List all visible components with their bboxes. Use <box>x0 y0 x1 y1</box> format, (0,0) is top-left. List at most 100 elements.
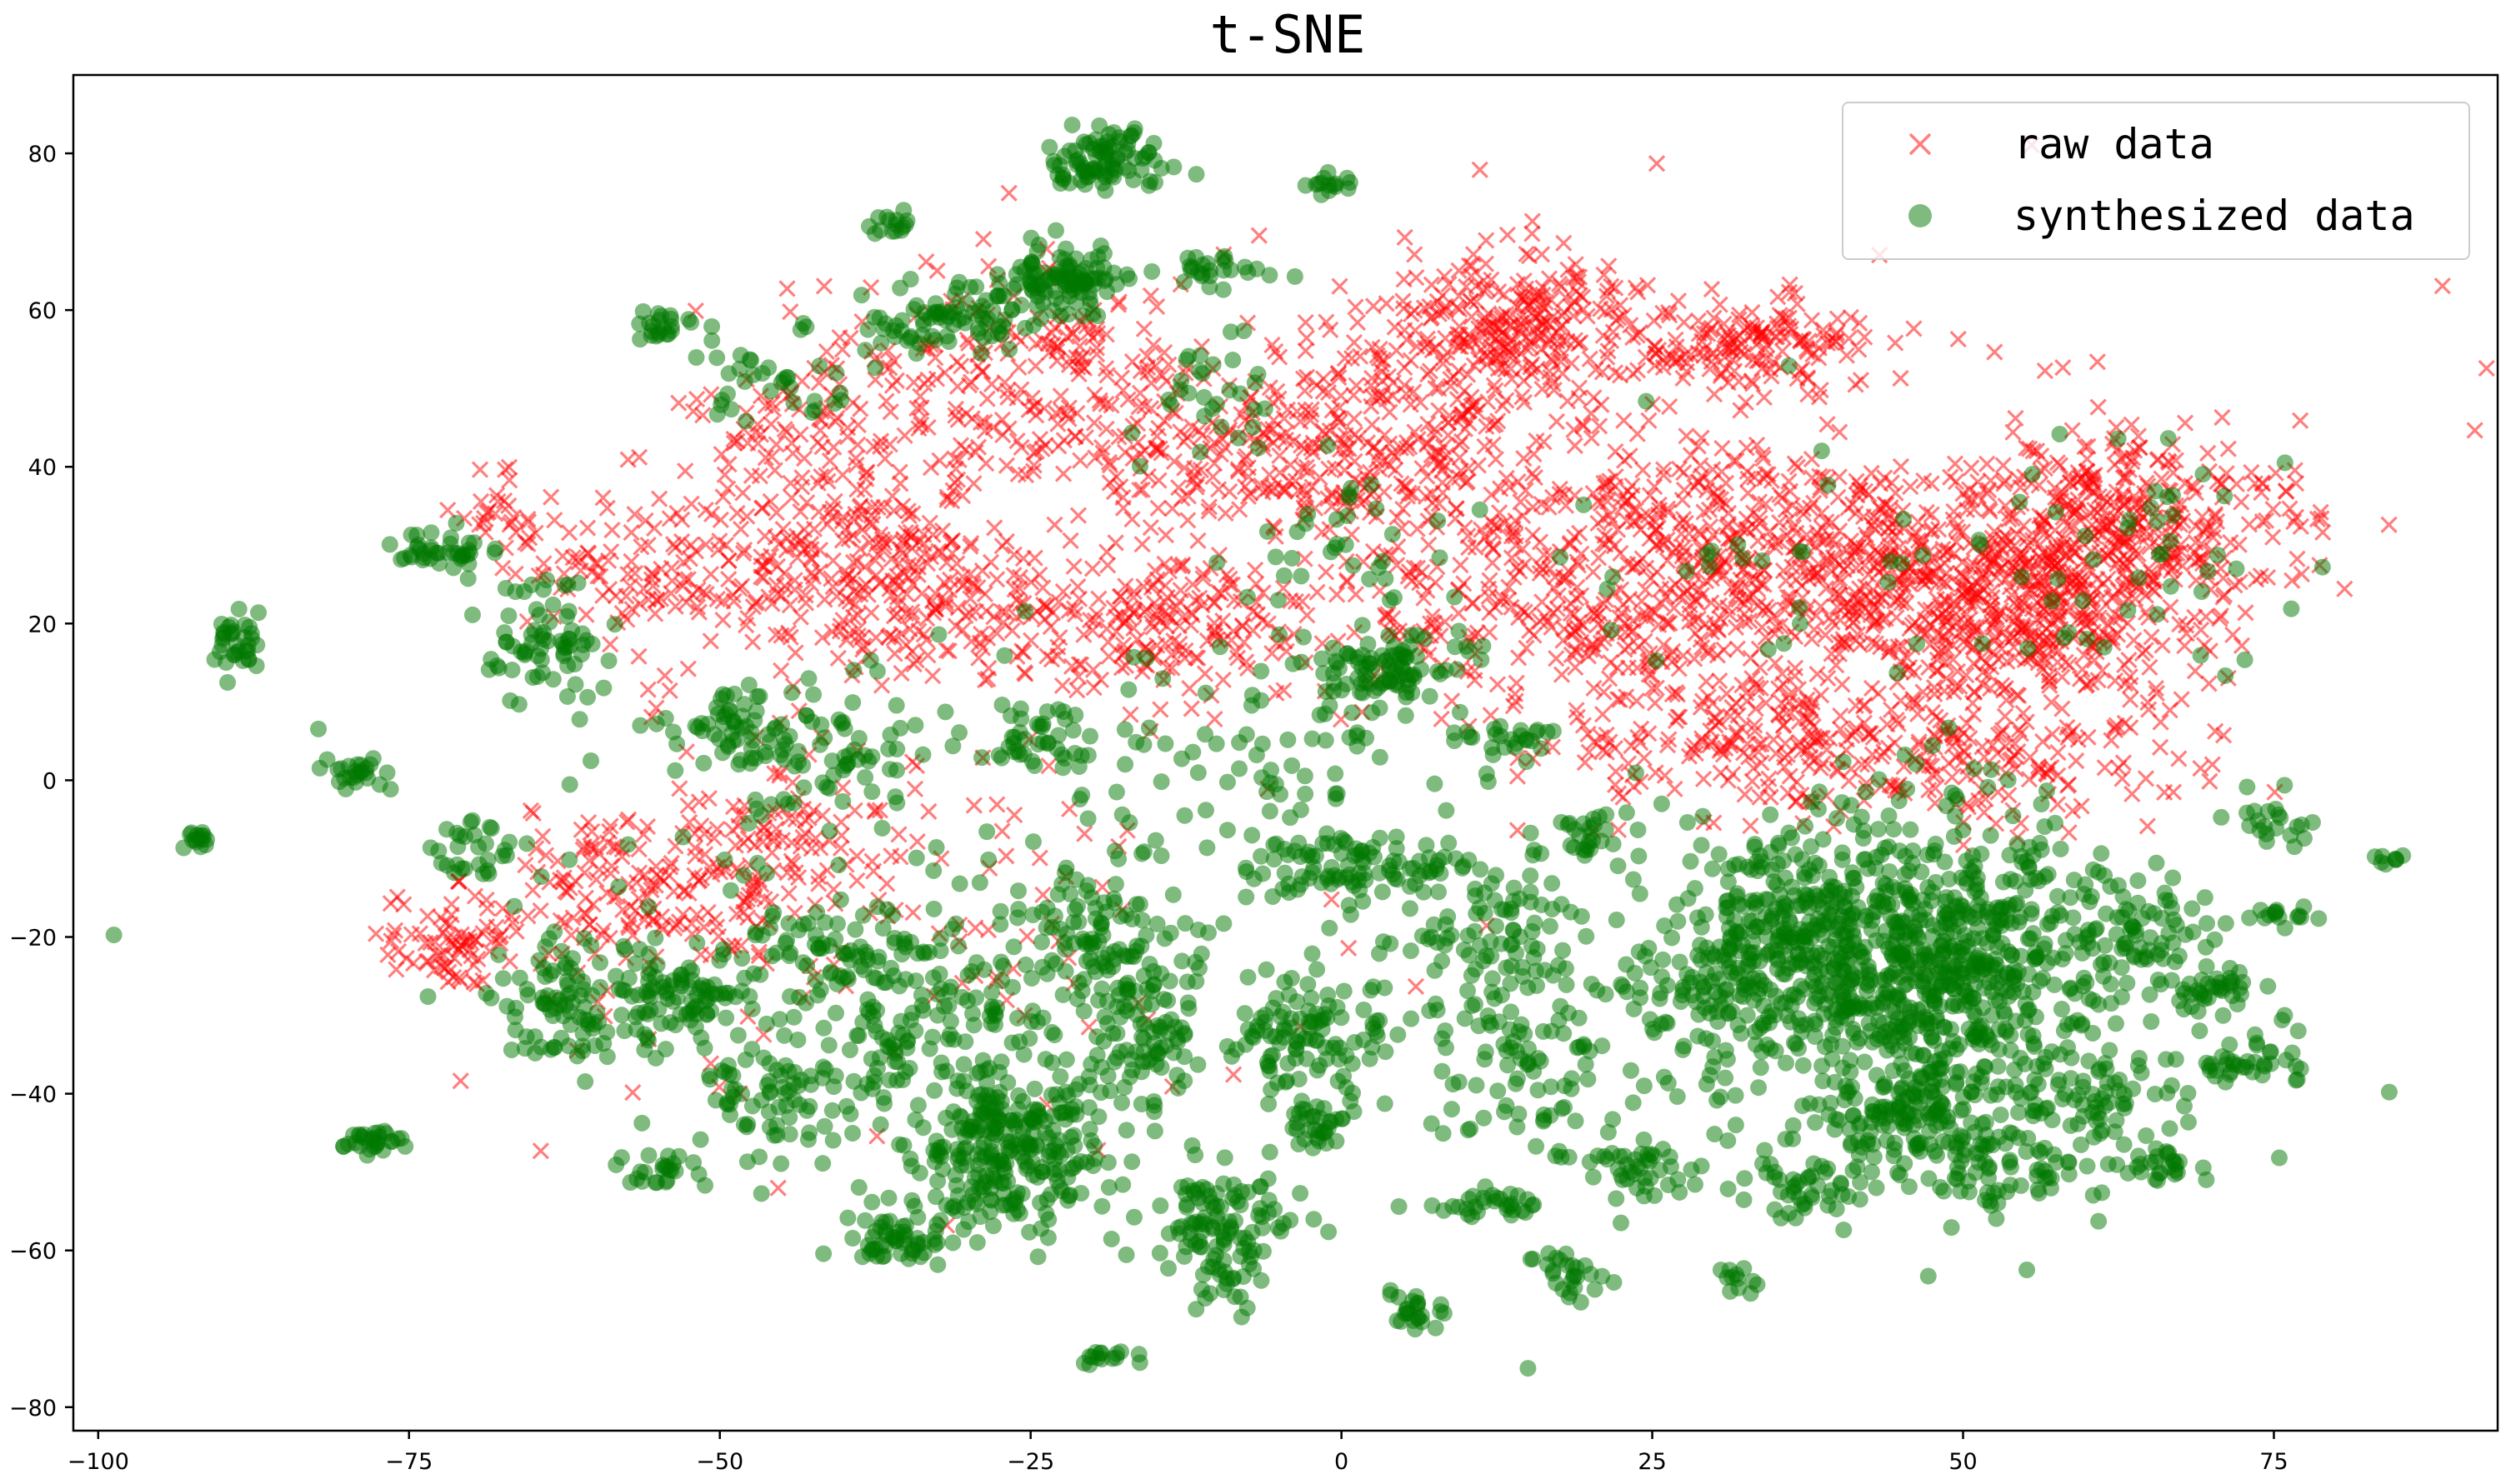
synthesized-data-point <box>733 1085 751 1102</box>
raw-data-point <box>537 847 555 864</box>
synthesized-data-point <box>854 907 872 924</box>
synthesized-data-point <box>556 639 573 657</box>
synthesized-data-point <box>402 547 419 564</box>
synthesized-data-point <box>466 827 483 844</box>
raw-data-point <box>474 925 492 942</box>
synthesized-data-point <box>964 1005 982 1022</box>
synthesized-data-point <box>615 937 633 955</box>
raw-data-point <box>367 925 385 942</box>
synthesized-data-point <box>219 674 237 692</box>
synthesized-data-point <box>815 1019 833 1037</box>
synthesized-data-point <box>478 985 495 1002</box>
synthesized-data-point <box>463 812 481 829</box>
raw-data-point <box>733 937 750 955</box>
raw-data-point <box>602 817 619 835</box>
synthesized-data-point <box>544 962 562 980</box>
synthesized-data-point <box>643 327 660 344</box>
synthesized-data-point <box>538 572 555 589</box>
synthesized-data-point <box>503 662 521 679</box>
synthesized-data-point <box>516 583 533 601</box>
synthesized-data-point <box>577 1073 594 1091</box>
synthesized-data-point <box>534 994 552 1012</box>
raw-data-point <box>878 875 896 892</box>
synthesized-data-point <box>442 535 459 552</box>
synthesized-data-point <box>927 1188 944 1206</box>
synthesized-data-point <box>744 732 762 749</box>
synthesized-data-point <box>366 1124 383 1142</box>
raw-data-point <box>700 790 718 807</box>
synthesized-data-point <box>682 1012 699 1029</box>
raw-data-point <box>688 906 706 923</box>
synthesized-data-point <box>828 915 846 932</box>
raw-data-point <box>438 957 456 975</box>
synthesized-data-point <box>516 644 533 662</box>
raw-data-point <box>450 940 468 958</box>
synthesized-data-point <box>331 773 348 791</box>
raw-data-point <box>404 954 423 972</box>
raw-data-point <box>564 909 582 927</box>
synthesized-data-point <box>697 1177 714 1194</box>
synthesized-data-point <box>459 570 477 587</box>
synthesized-data-point <box>465 534 483 552</box>
synthesized-data-point <box>695 754 713 772</box>
synthesized-data-point <box>600 652 618 669</box>
synthesized-data-point <box>827 1067 844 1085</box>
synthesized-data-point <box>773 716 791 733</box>
synthesized-data-point <box>881 1072 898 1089</box>
synthesized-data-point <box>673 977 690 994</box>
synthesized-data-point <box>842 942 859 959</box>
synthesized-data-point <box>763 907 781 925</box>
synthesized-data-point <box>632 1163 649 1181</box>
synthesized-data-point <box>631 941 648 958</box>
synthesized-data-point <box>636 1003 653 1021</box>
raw-data-point <box>524 882 542 899</box>
synthesized-data-point <box>1008 1009 1026 1027</box>
synthesized-data-point <box>638 983 655 1001</box>
synthesized-data-point <box>598 1048 616 1066</box>
synthesized-data-point <box>809 987 827 1004</box>
synthesized-data-point <box>542 1041 559 1058</box>
synthesized-data-point <box>506 897 523 915</box>
synthesized-data-point <box>663 310 680 327</box>
synthesized-data-point <box>696 1039 713 1057</box>
raw-data-point <box>636 866 653 884</box>
synthesized-data-point <box>1033 933 1050 951</box>
synthesized-data-point <box>592 978 609 996</box>
synthesized-data-point <box>533 640 550 657</box>
synthesized-data-point <box>452 827 469 844</box>
raw-data-point <box>383 932 400 950</box>
synthesized-data-point <box>613 1007 630 1024</box>
raw-data-point <box>563 927 580 944</box>
synthesized-data-point <box>488 657 506 674</box>
synthesized-data-point <box>182 826 199 843</box>
synthesized-data-point <box>560 1037 578 1055</box>
synthesized-data-point <box>872 222 889 239</box>
synthesized-data-point <box>814 1155 832 1172</box>
synthesized-data-point <box>206 651 223 668</box>
raw-data-point <box>848 872 866 890</box>
synthesized-data-point <box>498 633 515 651</box>
synthesized-data-point <box>648 956 666 973</box>
synthesized-data-point <box>895 202 913 219</box>
raw-data-point <box>555 869 573 887</box>
raw-data-point <box>431 947 449 965</box>
synthesized-data-point <box>718 1009 735 1027</box>
synthesized-data-point <box>345 769 363 787</box>
synthesized-data-point <box>950 937 968 955</box>
synthesized-data-point <box>590 1013 608 1031</box>
synthesized-data-point <box>487 540 504 557</box>
synthesized-data-point <box>551 997 568 1014</box>
raw-data-point <box>619 917 638 934</box>
synthesized-data-point <box>1093 1197 1111 1215</box>
synthesized-data-point <box>783 684 801 702</box>
synthesized-data-point <box>578 632 595 649</box>
synthesized-data-point <box>494 970 512 987</box>
raw-data-point <box>728 905 746 923</box>
raw-data-point <box>602 865 619 882</box>
raw-data-point <box>422 933 439 952</box>
synthesized-data-point <box>463 606 481 623</box>
synthesized-data-point <box>733 950 751 967</box>
raw-data-point <box>453 926 470 943</box>
synthesized-data-point <box>688 987 706 1004</box>
raw-data-point <box>439 973 457 991</box>
